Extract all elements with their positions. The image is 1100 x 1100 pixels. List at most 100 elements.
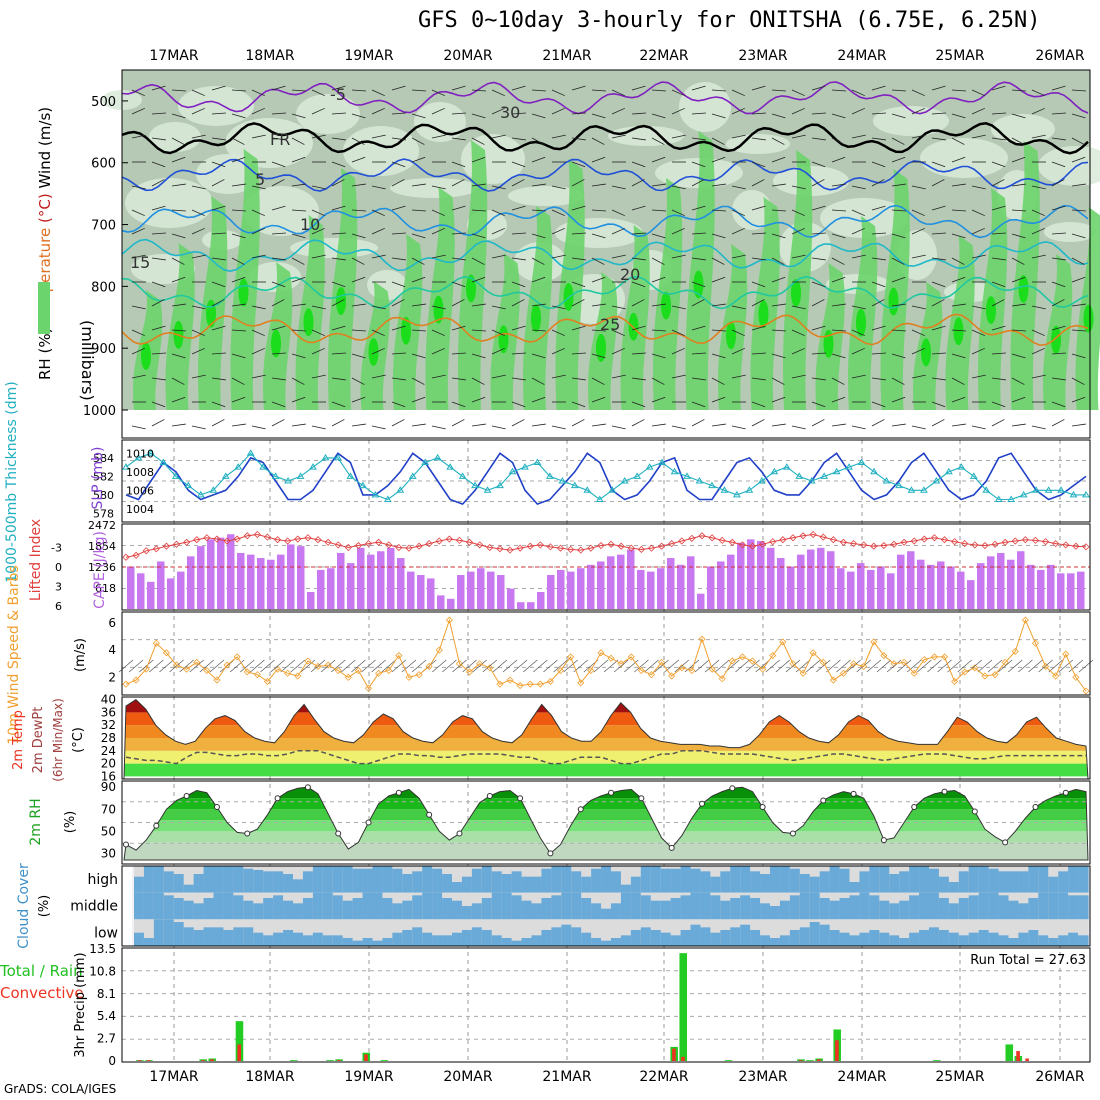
lifted-point bbox=[809, 530, 817, 539]
wind-barb bbox=[391, 419, 405, 427]
wind-barb bbox=[391, 401, 406, 408]
wind-barb bbox=[1011, 156, 1026, 163]
cloud-bar-middle bbox=[412, 895, 423, 920]
cloud-bar-middle bbox=[859, 892, 870, 920]
cloud-gap-low bbox=[859, 919, 870, 946]
cloud-ylabel: Cloud Cover bbox=[16, 863, 32, 949]
date-label-top: 24MAR bbox=[837, 48, 886, 64]
cape-bar bbox=[687, 556, 695, 609]
wind-barb bbox=[471, 137, 485, 145]
surface-wind-barb bbox=[250, 659, 265, 673]
lifted-point bbox=[1062, 541, 1070, 549]
cloud-bar-high bbox=[382, 866, 393, 893]
wind-barb bbox=[1011, 209, 1026, 212]
cloud-bar-low bbox=[998, 935, 1010, 946]
cloud-bar-middle bbox=[422, 892, 433, 920]
wind-barb bbox=[251, 89, 265, 97]
wind-barb bbox=[751, 419, 765, 427]
cloud-bar-high bbox=[690, 868, 702, 893]
cloud-bar-low bbox=[710, 932, 721, 946]
lifted-point bbox=[364, 540, 373, 548]
wind-barb bbox=[731, 305, 746, 310]
lifted-point bbox=[1072, 542, 1080, 550]
wind-barb bbox=[1071, 276, 1086, 283]
wind-barb bbox=[711, 423, 726, 427]
wind-barb bbox=[371, 374, 386, 379]
lifted-point bbox=[506, 546, 514, 554]
wind-barb bbox=[591, 396, 606, 403]
precip-convective-bar bbox=[364, 1054, 368, 1061]
wind-barb bbox=[1071, 183, 1086, 187]
cape-bar bbox=[1057, 573, 1065, 609]
upper-air-frame bbox=[121, 69, 1091, 439]
wind-barb bbox=[331, 112, 346, 115]
rh-point bbox=[850, 790, 857, 797]
lifted-point bbox=[799, 532, 807, 540]
wind-barb bbox=[1051, 137, 1066, 141]
wind-barb bbox=[591, 276, 606, 283]
lifted-point bbox=[769, 538, 777, 546]
surface-wind-barb bbox=[775, 659, 791, 673]
wind-barb bbox=[791, 347, 805, 355]
surface-wind-barb bbox=[553, 659, 568, 673]
cape-bar bbox=[177, 571, 185, 609]
thickness-point bbox=[546, 472, 554, 479]
wind-barb bbox=[991, 161, 1006, 168]
wind-barb bbox=[1031, 329, 1045, 337]
thickness-point bbox=[957, 463, 966, 470]
wind-tick: 2 bbox=[108, 670, 116, 684]
precip-frame bbox=[121, 947, 1091, 1063]
wind-barb bbox=[951, 183, 966, 187]
cloud-gap-low bbox=[988, 919, 1000, 946]
temp-band bbox=[124, 699, 1088, 713]
wind-barb bbox=[511, 161, 526, 168]
date-label-top: 17MAR bbox=[149, 48, 198, 64]
cloud-bar-middle bbox=[879, 900, 890, 920]
thickness-point bbox=[782, 463, 791, 470]
y-tick-label: 800 bbox=[91, 280, 116, 295]
y-tick-label: 900 bbox=[91, 342, 116, 357]
cloud-gap-low bbox=[620, 919, 632, 946]
wind-barb bbox=[171, 396, 186, 403]
wind-barb bbox=[671, 107, 685, 115]
wind-barb bbox=[631, 112, 646, 115]
temp-band bbox=[124, 738, 1088, 751]
wind-barb bbox=[971, 329, 985, 337]
rh-point bbox=[153, 822, 160, 829]
wind-barb bbox=[211, 257, 226, 261]
cloud-gap-low bbox=[601, 919, 612, 946]
wind-barb bbox=[331, 161, 346, 168]
wind-barb bbox=[1051, 205, 1066, 211]
cape-bar bbox=[1037, 569, 1045, 609]
wind-barb bbox=[531, 329, 546, 332]
cloud-bar-middle bbox=[561, 892, 572, 920]
cape-bar bbox=[367, 554, 375, 609]
wind-barb bbox=[731, 185, 746, 190]
surface-wind-barb bbox=[361, 659, 376, 673]
cape-bar bbox=[157, 561, 165, 609]
wind-barb bbox=[771, 396, 786, 403]
wind-barb bbox=[611, 134, 626, 139]
wind-barb bbox=[631, 257, 646, 261]
wind-barb bbox=[331, 205, 346, 211]
surface-wind-barb bbox=[462, 659, 477, 673]
lifted-point bbox=[536, 541, 544, 549]
wind-barb bbox=[411, 423, 426, 427]
cloud-gap-low bbox=[134, 919, 145, 946]
cloud-bar-low bbox=[283, 930, 294, 946]
temp-unit: (°C) bbox=[71, 727, 86, 753]
rh-ylabel: 2m RH bbox=[28, 798, 44, 845]
wind-barb bbox=[291, 137, 305, 145]
cape-bar bbox=[1017, 551, 1025, 609]
cape-bar bbox=[467, 571, 475, 609]
rh-saturated-core bbox=[238, 278, 249, 307]
wind-barb bbox=[691, 85, 706, 91]
slp-tick: 1004 bbox=[126, 503, 154, 516]
cloud-bar-middle bbox=[193, 903, 205, 920]
precip-convective-bar bbox=[835, 1040, 839, 1061]
cloud-bar-low bbox=[511, 940, 523, 946]
cape-bar bbox=[547, 575, 555, 609]
rh-point bbox=[608, 789, 615, 796]
cloud-gap-low bbox=[501, 919, 513, 946]
cloud-bar-high bbox=[253, 870, 264, 893]
